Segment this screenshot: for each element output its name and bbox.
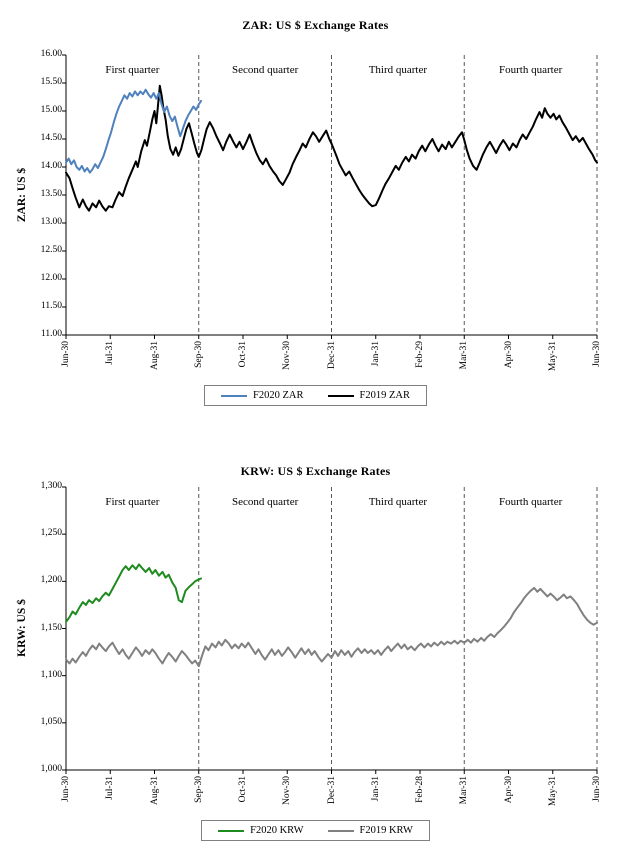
quarter-label: Second quarter [231,496,299,508]
legend-box: F2020 ZAR F2019 ZAR [204,385,427,406]
x-axis-tick-label: May-31 [547,776,558,807]
plot-area [62,54,598,339]
quarter-label: First quarter [105,496,160,508]
x-axis-tick-label: Sep-30 [193,341,204,368]
y-axis-tick-label: 1,200 [40,575,62,586]
x-axis-tick-label: Jul-31 [105,776,116,800]
x-axis-tick-label: Sep-30 [193,776,204,803]
x-axis-tick-label: Feb-29 [415,341,425,368]
legend-item: F2019 ZAR [327,390,410,401]
y-axis-tick-label: 1,000 [40,764,62,774]
x-axis-tick-label: Jul-31 [105,341,116,365]
legend-line-swatch [218,829,245,832]
x-axis-tick-label: Dec-31 [326,341,337,369]
y-axis-tick-label: 1,050 [40,716,62,727]
krw-usd-exchange-rate-chart: KRW: US $ Exchange Rates KRW: US $ F2020… [0,448,631,863]
y-axis-tick-label: 16.00 [40,49,62,59]
x-axis-tick-label: Jun-30 [592,776,602,802]
y-axis-tick-label: 1,300 [40,481,62,491]
x-axis-tick-label: Mar-31 [459,341,470,370]
legend-series-label: F2020 KRW [250,825,304,836]
x-axis-tick-label: Nov-30 [282,776,293,806]
y-axis-tick-label: 11.00 [40,329,62,339]
quarter-label: Fourth quarter [499,496,563,508]
legend: F2020 ZAR F2019 ZAR [0,385,631,406]
y-axis-tick-label: 1,250 [40,528,62,539]
x-axis-tick-label: May-31 [547,341,558,372]
legend-item: F2020 ZAR [221,390,304,401]
legend-series-label: F2019 KRW [359,825,413,836]
legend-series-label: F2020 ZAR [253,390,304,401]
legend-line-swatch [327,394,354,397]
x-axis-tick-label: Apr-30 [503,341,514,369]
x-axis-tick-label: Jun-30 [61,776,71,802]
x-axis-tick-label: Jan-31 [370,776,381,802]
legend-line-swatch [327,829,354,832]
legend-series-label: F2019 ZAR [359,390,410,401]
x-axis-tick-label: Oct-31 [238,341,248,368]
legend: F2020 KRW F2019 KRW [0,820,631,841]
legend-box: F2020 KRW F2019 KRW [201,820,430,841]
y-axis-tick-label: 1,100 [40,669,62,680]
x-axis-tick-label: Jun-30 [61,341,71,367]
y-axis-tick-label: 11.50 [40,301,62,311]
zar-usd-exchange-rate-chart: ZAR: US $ Exchange Rates ZAR: US $ F2020… [0,0,631,430]
quarter-label: Third quarter [368,496,428,508]
quarter-label: Fourth quarter [499,64,563,76]
quarter-label: Third quarter [368,64,428,76]
chart-title: KRW: US $ Exchange Rates [240,464,391,478]
y-axis-tick-label: 12.00 [40,273,62,283]
y-axis-tick-label: 1,150 [40,622,62,633]
x-axis-tick-label: Jun-30 [592,341,602,367]
x-axis-tick-label: Dec-31 [326,776,337,804]
x-axis-tick-label: Aug-31 [149,341,160,371]
y-axis-tick-label: 14.00 [40,161,62,171]
y-axis-tick-label: 12.50 [40,245,62,255]
x-axis-tick-label: Jan-31 [370,341,381,367]
x-axis-tick-label: Feb-28 [415,776,425,803]
x-axis-tick-label: Oct-31 [238,776,248,803]
legend-item: F2019 KRW [327,825,413,836]
y-axis-tick-label: 15.00 [40,105,62,115]
y-axis-tick-label: 13.50 [40,189,62,199]
chart-title: ZAR: US $ Exchange Rates [242,18,389,32]
quarter-label: Second quarter [231,64,299,76]
y-axis-tick-label: 14.50 [40,133,62,143]
plot-area [62,486,598,774]
y-axis-tick-label: 13.00 [40,217,62,227]
quarter-label: First quarter [105,64,160,76]
y-axis-tick-label: 15.50 [40,77,62,87]
legend-item: F2020 KRW [218,825,304,836]
x-axis-tick-label: Apr-30 [503,776,514,804]
legend-line-swatch [221,394,248,397]
x-axis-tick-label: Nov-30 [282,341,293,371]
x-axis-tick-label: Aug-31 [149,776,160,806]
x-axis-tick-label: Mar-31 [459,776,470,805]
